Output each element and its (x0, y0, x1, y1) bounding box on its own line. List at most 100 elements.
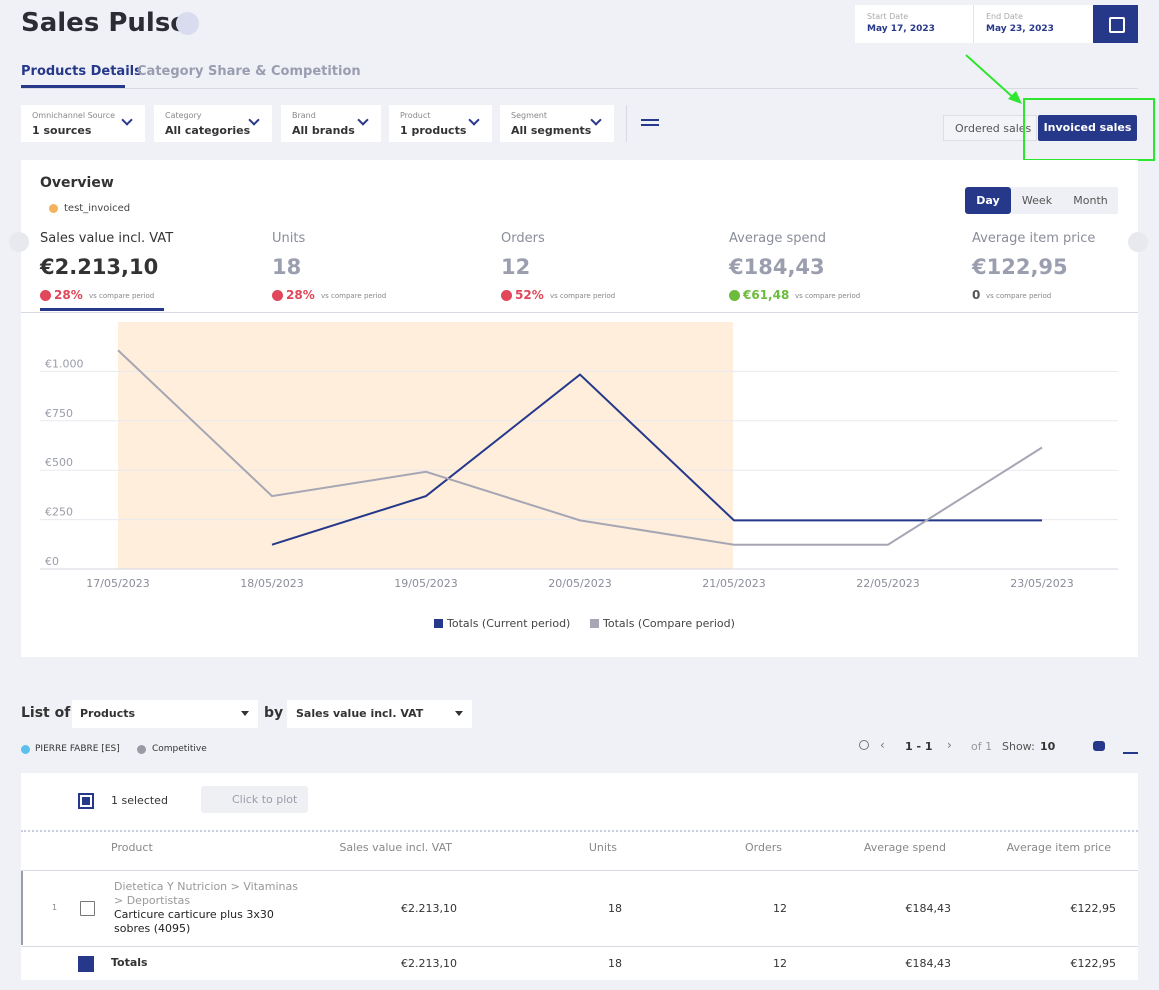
cell: 18 (608, 902, 622, 915)
kpi-note: vs compare period (321, 292, 387, 300)
kpi-label[interactable]: Sales value incl. VAT (40, 231, 174, 246)
cell: 12 (773, 902, 787, 915)
table-card (21, 773, 1138, 980)
source: test_invoiced (64, 203, 131, 214)
divider (21, 830, 1138, 832)
period-button[interactable]: Day (965, 187, 1011, 214)
legend-label: Competitive (152, 744, 207, 754)
date-range[interactable] (855, 5, 1093, 43)
divider (21, 870, 1138, 871)
filter[interactable] (154, 105, 272, 142)
select-all[interactable] (78, 793, 94, 809)
kpi-value: €2.213,10 (40, 255, 159, 279)
next-page[interactable]: › (947, 738, 952, 752)
tab-line (21, 88, 1138, 89)
row-index: 1 (52, 903, 58, 912)
prev-page[interactable]: ‹ (880, 738, 885, 752)
kpi-value: €122,95 (972, 255, 1068, 279)
search-icon[interactable] (859, 740, 869, 750)
filter-value: 1 sources (32, 124, 92, 137)
row-checkbox[interactable] (80, 901, 95, 916)
by-label: by (264, 705, 284, 721)
totals-checkbox[interactable] (78, 956, 94, 972)
kpi-underline (40, 308, 164, 311)
column-header[interactable]: Units (588, 841, 617, 854)
sort-icon[interactable] (641, 119, 659, 121)
dimension-select[interactable] (72, 700, 258, 728)
cell: 18 (608, 957, 622, 970)
cell: 12 (773, 957, 787, 970)
settings-icon[interactable] (1093, 741, 1105, 751)
invoiced-sales[interactable]: Invoiced sales (1038, 115, 1137, 141)
source-dot (49, 204, 58, 213)
column-header[interactable]: Orders (745, 841, 782, 854)
column-header[interactable]: Product (111, 841, 153, 854)
filter-value: All segments (511, 124, 592, 137)
kpi-label[interactable]: Units (272, 231, 306, 246)
caret (455, 711, 463, 720)
metric: Sales value incl. VAT (296, 707, 424, 720)
cell: €2.213,10 (401, 957, 457, 970)
page-size[interactable]: 10 (1040, 740, 1056, 753)
row-marker (21, 871, 23, 945)
filter[interactable] (21, 105, 145, 142)
kpi-label[interactable]: Orders (501, 231, 545, 246)
kpi-change: €61,48 (743, 288, 790, 302)
page-of: of 1 (971, 740, 993, 753)
info-icon[interactable] (176, 12, 199, 35)
prev-arrow[interactable] (9, 232, 29, 252)
kpi-value: 18 (272, 255, 302, 279)
cell: €122,95 (1070, 957, 1117, 970)
tab[interactable]: Category Share & Competition (137, 64, 361, 79)
start-date: May 17, 2023 (867, 24, 935, 34)
divider (626, 105, 627, 142)
kpi-note: vs compare period (550, 292, 616, 300)
kpi-label[interactable]: Average item price (972, 231, 1096, 246)
cell: €184,43 (905, 902, 952, 915)
tab-underline (21, 85, 125, 88)
calendar-button[interactable] (1093, 5, 1138, 43)
trend-icon (501, 290, 512, 301)
filter-label: Segment (511, 111, 547, 120)
show-label: Show: (1002, 740, 1035, 753)
metric-select[interactable] (287, 700, 472, 728)
filter[interactable] (500, 105, 614, 142)
column-header[interactable]: Average spend (863, 841, 946, 854)
kpi-change: 28% (286, 288, 315, 302)
filter-label: Omnichannel Source (32, 111, 116, 120)
filter-value: All brands (292, 124, 355, 137)
divider (21, 946, 1138, 947)
filter-value: 1 products (400, 124, 467, 137)
dimension: Products (80, 707, 136, 720)
filter[interactable] (389, 105, 492, 142)
filter-label: Brand (292, 111, 316, 120)
row-category: Dietetica Y Nutricion > Vitaminas > Depo… (114, 880, 298, 907)
app-title: Sales Pulse (21, 8, 188, 38)
period-button[interactable]: Month (1063, 187, 1118, 214)
legend-dot (21, 745, 30, 754)
overview-card (21, 160, 1138, 657)
filter-label: Category (165, 111, 202, 120)
ordered-sales[interactable]: Ordered sales (943, 115, 1037, 141)
kpi-label[interactable]: Average spend (729, 231, 827, 246)
kpi-value: 12 (501, 255, 531, 279)
tab-active[interactable]: Products Details (21, 64, 142, 79)
start-label: Start Date (867, 12, 909, 21)
arrow-head (1008, 91, 1022, 104)
column-header[interactable]: Sales value incl. VAT (339, 841, 452, 854)
divider (21, 312, 1138, 313)
row-product: Carticure carticure plus 3x30 sobres (40… (114, 908, 274, 935)
column-header[interactable]: Average item price (1006, 841, 1111, 854)
trend-icon (729, 290, 740, 301)
period-button[interactable]: Week (1011, 187, 1063, 214)
plot-button[interactable]: Click to plot (201, 786, 308, 813)
divider (973, 5, 974, 43)
annotation-arrow (965, 54, 1017, 101)
highlight-box (1023, 98, 1155, 161)
cell: €184,43 (905, 957, 952, 970)
next-arrow[interactable] (1128, 232, 1148, 252)
kpi-note: vs compare period (986, 292, 1052, 300)
kpi-change: 0 (972, 288, 981, 302)
download-icon[interactable] (1123, 752, 1138, 754)
filter[interactable] (281, 105, 381, 142)
